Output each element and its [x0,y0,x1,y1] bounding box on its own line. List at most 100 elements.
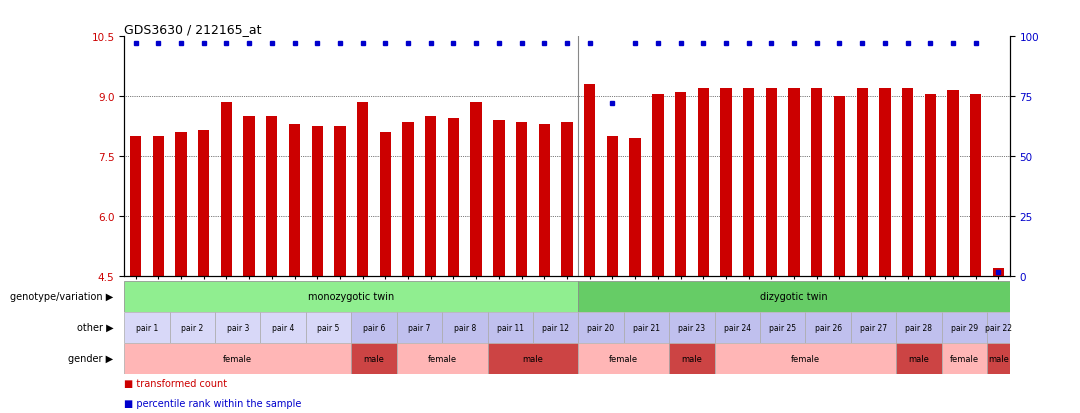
Bar [532,312,579,343]
Text: pair 11: pair 11 [497,323,524,332]
Text: pair 28: pair 28 [905,323,932,332]
Text: genotype/variation ▶: genotype/variation ▶ [11,291,113,301]
Bar [396,343,487,374]
Bar [670,312,715,343]
Bar [947,91,959,277]
Bar [788,89,800,277]
Text: ■ transformed count: ■ transformed count [124,378,227,388]
Bar [260,312,306,343]
Bar [584,85,595,277]
Bar [243,117,255,277]
Text: other ▶: other ▶ [77,322,113,332]
Bar [130,137,141,277]
Text: monozygotic twin: monozygotic twin [308,291,394,301]
Text: pair 21: pair 21 [633,323,660,332]
Bar [334,127,346,277]
Text: pair 4: pair 4 [272,323,295,332]
Bar [448,119,459,277]
Text: pair 7: pair 7 [408,323,431,332]
Bar [896,343,942,374]
Bar [607,137,618,277]
Bar [715,312,760,343]
Bar [198,131,210,277]
Text: pair 26: pair 26 [814,323,841,332]
Bar [220,103,232,277]
Text: pair 6: pair 6 [363,323,386,332]
Bar [834,97,846,277]
Bar [494,121,504,277]
Bar [851,312,896,343]
Text: pair 22: pair 22 [985,323,1012,332]
Text: pair 23: pair 23 [678,323,705,332]
Text: dizygotic twin: dizygotic twin [760,291,828,301]
Text: pair 12: pair 12 [542,323,569,332]
Text: pair 3: pair 3 [227,323,248,332]
Bar [579,312,624,343]
Bar [357,103,368,277]
Text: pair 27: pair 27 [860,323,887,332]
Text: female: female [949,354,978,363]
Text: female: female [224,354,253,363]
Bar [152,137,164,277]
Bar [896,312,942,343]
Bar [311,127,323,277]
Bar [396,312,442,343]
Bar [902,89,914,277]
Bar [720,89,731,277]
Bar [442,312,487,343]
Bar [715,343,896,374]
Bar [215,312,260,343]
Bar [879,89,891,277]
Bar [970,95,982,277]
Text: pair 2: pair 2 [181,323,203,332]
Bar [306,312,351,343]
Text: male: male [908,354,930,363]
Text: ■ percentile rank within the sample: ■ percentile rank within the sample [124,398,301,408]
Bar [579,343,670,374]
Bar [760,312,806,343]
Bar [698,89,708,277]
Bar [266,117,278,277]
Bar [766,89,777,277]
Text: male: male [988,354,1009,363]
Text: female: female [609,354,638,363]
Bar [170,312,215,343]
Text: male: male [364,354,384,363]
Bar [987,343,1010,374]
Bar [624,312,670,343]
Bar [288,125,300,277]
Bar [487,312,532,343]
Bar [124,343,351,374]
Bar [471,103,482,277]
Text: pair 1: pair 1 [136,323,158,332]
Bar [487,343,579,374]
Bar [579,281,1010,312]
Text: gender ▶: gender ▶ [68,353,113,363]
Bar [516,123,527,277]
Text: pair 29: pair 29 [950,323,978,332]
Bar [426,117,436,277]
Bar [380,133,391,277]
Bar [942,312,987,343]
Text: pair 20: pair 20 [588,323,615,332]
Bar [856,89,868,277]
Text: pair 5: pair 5 [318,323,340,332]
Bar [351,312,396,343]
Text: GDS3630 / 212165_at: GDS3630 / 212165_at [124,23,261,36]
Bar [670,343,715,374]
Text: pair 8: pair 8 [454,323,476,332]
Text: pair 24: pair 24 [724,323,751,332]
Bar [124,281,579,312]
Bar [175,133,187,277]
Bar [924,95,936,277]
Text: pair 25: pair 25 [769,323,796,332]
Text: female: female [428,354,457,363]
Text: female: female [791,354,820,363]
Bar [403,123,414,277]
Bar [124,312,170,343]
Bar [652,95,663,277]
Bar [993,269,1004,277]
Bar [987,312,1010,343]
Text: male: male [681,354,702,363]
Bar [562,123,572,277]
